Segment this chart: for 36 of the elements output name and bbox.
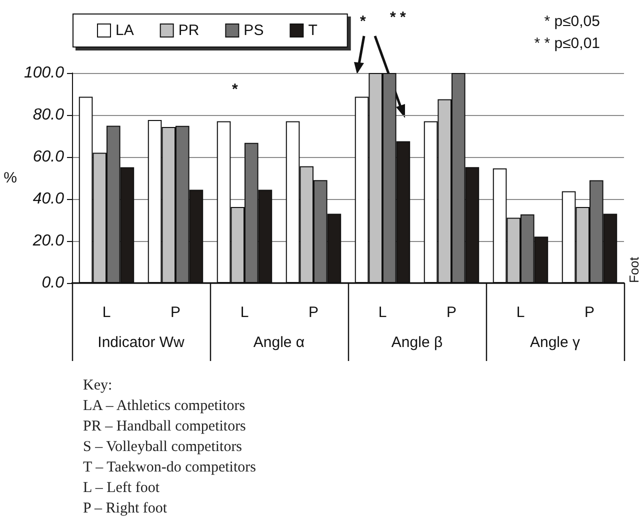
y-tick-label: 20.0 [32, 232, 64, 250]
text: Angle α [253, 334, 305, 351]
y-tick-label: 80.0 [32, 106, 64, 124]
legend-label: PR [178, 22, 200, 39]
text: Angle γ [530, 334, 581, 351]
text: Indicator Ww [98, 334, 185, 351]
text: Key: [83, 378, 112, 394]
y-tick-label: 100.0 [24, 64, 64, 82]
text: S – Volleyball competitors [83, 439, 242, 455]
x-tick-label: P [170, 304, 181, 321]
legend-label: T [308, 22, 318, 39]
annotation: * [232, 81, 238, 98]
text: * p≤0,05 [544, 13, 600, 30]
legend-label: PS [244, 22, 264, 39]
x-tick-label: L [102, 304, 111, 321]
y-axis-title: % [4, 170, 17, 186]
legend-label: LA [116, 22, 134, 39]
text: * * [390, 9, 406, 26]
text: P – Right foot [83, 500, 168, 516]
x-tick-label: L [240, 304, 249, 321]
text: * [360, 13, 366, 30]
text: T – Taekwon-do competitors [83, 460, 256, 476]
x-tick-label: P [446, 304, 457, 321]
text: Foot [626, 256, 642, 283]
text: L – Left foot [83, 480, 160, 496]
text: * * p≤0,01 [534, 35, 600, 52]
text: PR – Handball competitors [83, 418, 246, 434]
text: LA – Athletics competitors [83, 398, 246, 414]
x-tick-label: L [378, 304, 387, 321]
x-tick-label: L [516, 304, 525, 321]
y-tick-label: 40.0 [32, 190, 64, 208]
y-tick-label: 0.0 [42, 274, 64, 292]
text: Angle β [391, 334, 443, 351]
y-tick-label: 60.0 [32, 148, 64, 166]
x-tick-label: P [308, 304, 319, 321]
x-tick-label: P [584, 304, 595, 321]
